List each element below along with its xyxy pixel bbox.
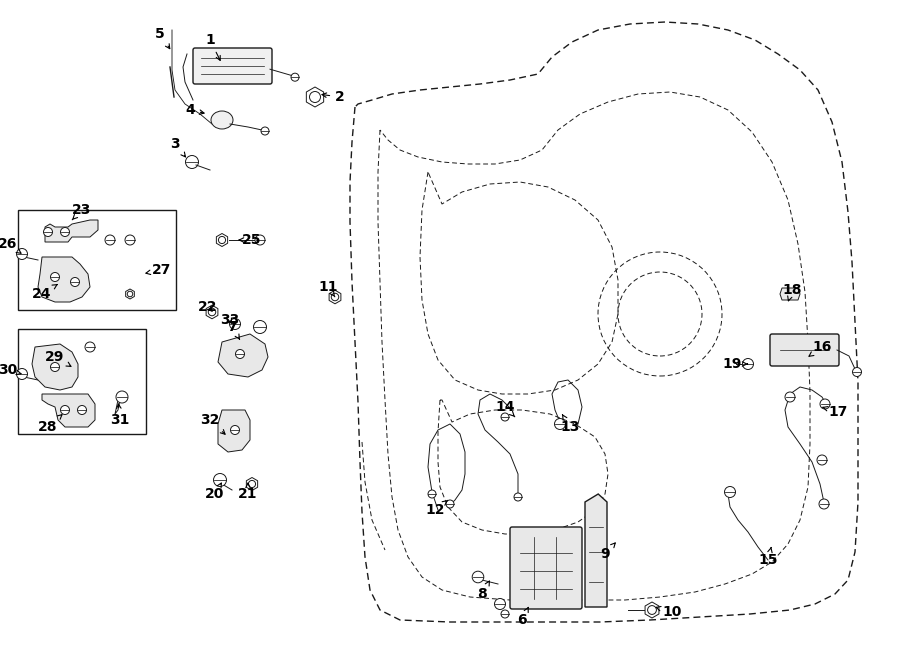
Text: 29: 29 xyxy=(45,350,71,366)
Circle shape xyxy=(125,235,135,245)
Text: 24: 24 xyxy=(32,285,58,301)
Polygon shape xyxy=(126,289,134,299)
Text: 22: 22 xyxy=(198,300,218,314)
Circle shape xyxy=(291,73,299,81)
Circle shape xyxy=(501,610,509,618)
Circle shape xyxy=(60,406,69,414)
Text: 20: 20 xyxy=(205,483,225,501)
Circle shape xyxy=(819,499,829,509)
Circle shape xyxy=(472,571,484,583)
Circle shape xyxy=(261,127,269,135)
Text: 3: 3 xyxy=(170,137,185,157)
Circle shape xyxy=(50,273,59,281)
Polygon shape xyxy=(247,477,257,491)
Text: 25: 25 xyxy=(239,233,262,247)
Circle shape xyxy=(60,228,69,236)
Text: 12: 12 xyxy=(425,500,447,517)
FancyBboxPatch shape xyxy=(770,334,839,366)
Polygon shape xyxy=(206,305,218,319)
Circle shape xyxy=(185,156,199,169)
Polygon shape xyxy=(306,87,324,107)
Polygon shape xyxy=(38,257,90,302)
Polygon shape xyxy=(645,602,659,618)
Polygon shape xyxy=(32,344,78,390)
Polygon shape xyxy=(42,394,95,427)
Circle shape xyxy=(16,369,28,379)
Circle shape xyxy=(852,367,861,377)
Text: 16: 16 xyxy=(809,340,832,356)
Text: 11: 11 xyxy=(319,280,338,297)
FancyBboxPatch shape xyxy=(510,527,582,609)
Text: 6: 6 xyxy=(518,608,528,627)
Text: 18: 18 xyxy=(782,283,802,301)
Text: 10: 10 xyxy=(656,605,681,619)
Text: 13: 13 xyxy=(561,414,580,434)
Text: 7: 7 xyxy=(227,320,239,340)
Circle shape xyxy=(230,318,240,330)
Text: 1: 1 xyxy=(205,33,220,60)
Text: 26: 26 xyxy=(0,237,21,254)
Text: 19: 19 xyxy=(723,357,747,371)
Circle shape xyxy=(501,413,509,421)
Circle shape xyxy=(254,320,266,334)
Polygon shape xyxy=(218,334,268,377)
Text: 14: 14 xyxy=(495,400,515,417)
Ellipse shape xyxy=(211,111,233,129)
Bar xyxy=(18,329,146,434)
Text: 4: 4 xyxy=(185,103,204,117)
Text: 17: 17 xyxy=(823,405,848,419)
Text: 33: 33 xyxy=(220,313,239,327)
Text: 5: 5 xyxy=(155,27,170,48)
Text: 9: 9 xyxy=(600,543,616,561)
Text: 23: 23 xyxy=(72,203,92,220)
Polygon shape xyxy=(216,234,228,246)
Circle shape xyxy=(554,418,565,430)
Polygon shape xyxy=(218,410,250,452)
Circle shape xyxy=(236,350,245,359)
Circle shape xyxy=(494,598,506,610)
Circle shape xyxy=(742,359,753,369)
Polygon shape xyxy=(45,220,98,242)
Circle shape xyxy=(230,426,239,434)
Circle shape xyxy=(446,500,454,508)
Bar xyxy=(18,210,176,310)
Circle shape xyxy=(817,455,827,465)
Circle shape xyxy=(255,235,265,245)
Circle shape xyxy=(213,473,227,487)
Circle shape xyxy=(820,399,830,409)
Text: 32: 32 xyxy=(201,413,225,434)
Circle shape xyxy=(514,493,522,501)
Circle shape xyxy=(70,277,79,287)
Text: 2: 2 xyxy=(322,90,345,104)
Circle shape xyxy=(785,392,795,402)
Text: 30: 30 xyxy=(0,363,21,377)
Circle shape xyxy=(77,406,86,414)
FancyBboxPatch shape xyxy=(193,48,272,84)
Circle shape xyxy=(428,490,436,498)
Circle shape xyxy=(16,248,28,260)
Circle shape xyxy=(105,235,115,245)
Text: 21: 21 xyxy=(238,483,257,501)
Text: 15: 15 xyxy=(758,547,778,567)
Text: 31: 31 xyxy=(111,404,130,427)
Circle shape xyxy=(116,391,128,403)
Circle shape xyxy=(43,228,52,236)
Text: 27: 27 xyxy=(146,263,172,277)
Text: 8: 8 xyxy=(477,581,490,601)
Circle shape xyxy=(85,342,95,352)
Polygon shape xyxy=(585,494,607,607)
Circle shape xyxy=(724,487,735,498)
Polygon shape xyxy=(329,290,341,304)
Circle shape xyxy=(50,363,59,371)
Polygon shape xyxy=(780,288,800,300)
Text: 28: 28 xyxy=(38,414,62,434)
